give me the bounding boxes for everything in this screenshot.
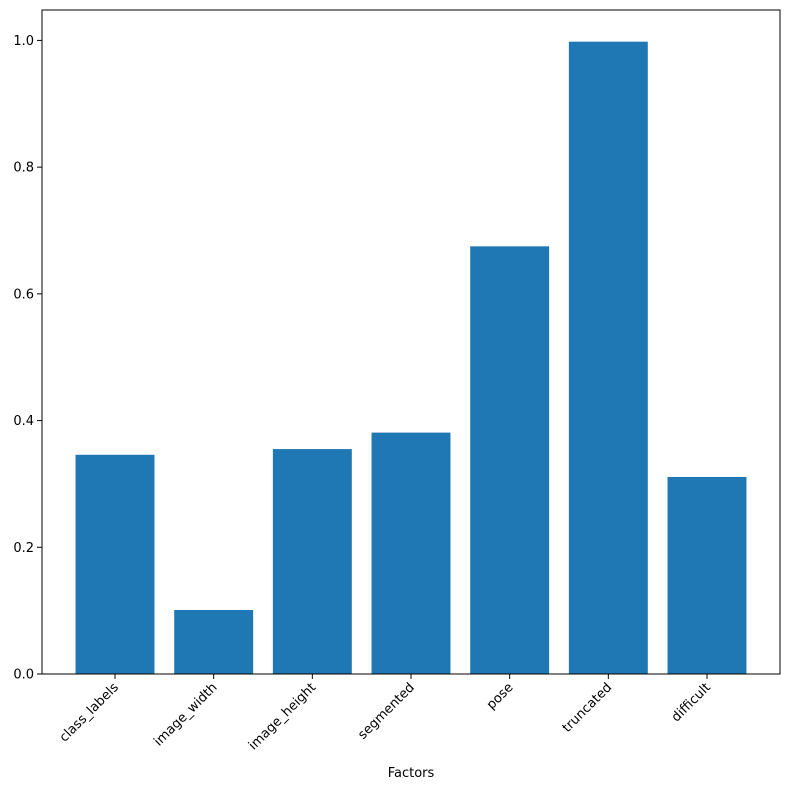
bar: [174, 610, 254, 674]
y-tick-label: 0.2: [13, 541, 34, 556]
bar: [75, 454, 155, 674]
x-tick-label: class_labels: [57, 680, 122, 745]
bar: [272, 449, 352, 674]
y-tick-label: 0.8: [13, 161, 34, 176]
y-tick-label: 1.0: [13, 34, 34, 49]
bar: [371, 432, 451, 674]
x-tick-label: difficult: [669, 680, 714, 725]
bar: [568, 41, 648, 675]
y-tick-label: 0.4: [13, 414, 34, 429]
x-tick-label: image_width: [151, 680, 220, 749]
bar: [667, 476, 747, 674]
x-tick-label: pose: [484, 680, 517, 713]
bar: [470, 246, 550, 674]
y-tick-label: 0.0: [13, 668, 34, 683]
y-tick-label: 0.6: [13, 287, 34, 302]
x-tick-label: image_height: [246, 680, 319, 753]
x-axis-label: Factors: [388, 766, 435, 781]
x-tick-label: segmented: [355, 680, 417, 742]
plot-frame: [41, 9, 781, 675]
x-tick-label: truncated: [560, 680, 615, 735]
